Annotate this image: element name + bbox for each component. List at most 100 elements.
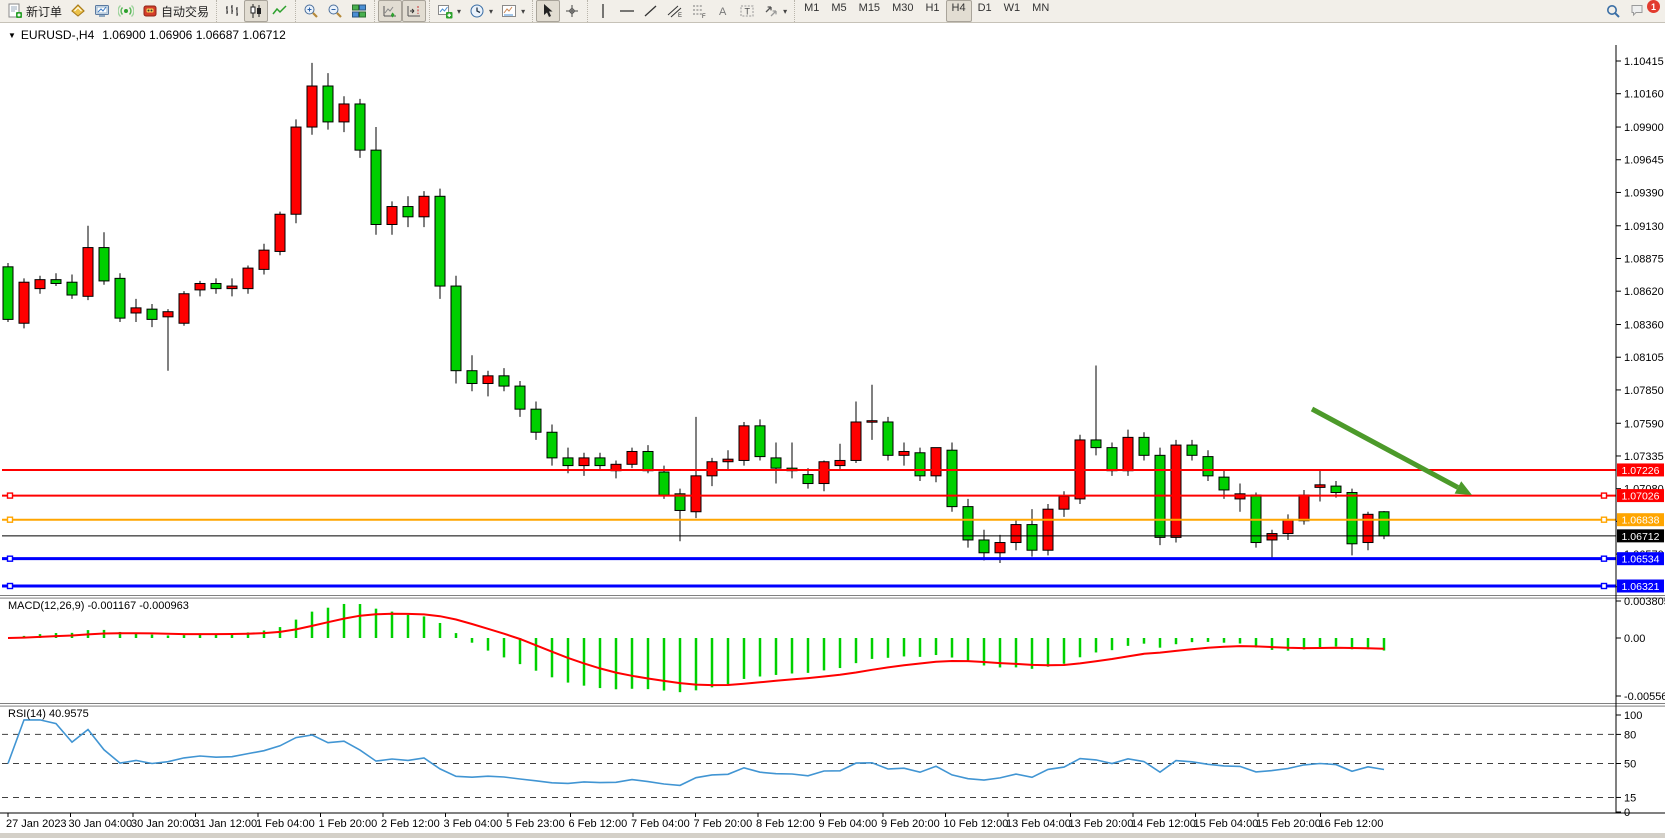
metaeditor-button[interactable] xyxy=(66,0,90,22)
periods-dropdown-caret: ▾ xyxy=(489,6,494,16)
line-anchor[interactable] xyxy=(1600,582,1608,590)
candle xyxy=(1090,439,1102,449)
autotrading-label: 自动交易 xyxy=(161,4,210,19)
candle xyxy=(930,447,942,477)
chart-menu-triangle-icon[interactable]: ▼ xyxy=(8,31,16,40)
candle xyxy=(1282,518,1294,535)
time-tick-label: 16 Feb 12:00 xyxy=(1319,818,1384,830)
timeframe-button-W1[interactable]: W1 xyxy=(1003,2,1021,14)
candle xyxy=(82,247,94,297)
candle xyxy=(18,281,30,324)
quote-ohlc-label: 1.06900 1.06906 1.06687 1.06712 xyxy=(102,28,286,42)
bar-chart-button[interactable] xyxy=(220,0,244,22)
line-anchor[interactable] xyxy=(1600,555,1608,562)
notification-badge: 1 xyxy=(1647,0,1660,13)
timeframe-button-M5[interactable]: M5 xyxy=(831,2,847,14)
arrows-button[interactable]: ▾ xyxy=(759,0,791,22)
line-anchor[interactable] xyxy=(6,555,14,562)
candle xyxy=(994,542,1006,554)
candle xyxy=(1058,495,1070,510)
price-tag-label: 1.07026 xyxy=(1622,491,1660,503)
candle xyxy=(498,375,510,387)
candle xyxy=(898,450,910,456)
rsi-tick-label: 0 xyxy=(1624,807,1630,819)
text-label-button[interactable]: T xyxy=(735,0,759,22)
toolbar-group-trade: 新订单 自动交易 xyxy=(0,0,216,22)
line-anchor[interactable] xyxy=(1600,492,1608,499)
candle xyxy=(738,425,750,461)
rsi-value: 40.9575 xyxy=(48,708,89,720)
chart-canvas[interactable]: 1.10415 1.10160 1.09900 1.09645 1.09390 1.091… xyxy=(0,23,1665,833)
line-anchor[interactable] xyxy=(6,582,14,590)
candle xyxy=(402,206,414,218)
equidistant-channel-button[interactable]: E xyxy=(663,0,687,22)
autotrading-button[interactable]: 自动交易 xyxy=(138,0,213,22)
periods-button[interactable]: ▾ xyxy=(465,0,497,22)
candle xyxy=(306,85,318,128)
svg-text:T: T xyxy=(745,7,751,17)
timeframe-button-M30[interactable]: M30 xyxy=(892,2,914,14)
candlestick-chart-button[interactable] xyxy=(244,0,269,22)
candle xyxy=(146,308,158,320)
chart-shift-button[interactable] xyxy=(402,0,427,22)
timeframe-button-MN[interactable]: MN xyxy=(1032,2,1050,14)
zoom-out-button[interactable] xyxy=(323,0,347,22)
timeframe-button-M1[interactable]: M1 xyxy=(804,2,820,14)
macd-tick-label: -0.005569 xyxy=(1624,691,1665,703)
signals-button[interactable] xyxy=(114,0,138,22)
candle xyxy=(642,450,654,472)
toolbar-group-objects: ▾ ▾ ▾ xyxy=(429,0,532,22)
notifications-button[interactable]: 1 xyxy=(1629,0,1660,22)
horizontal-line-button[interactable] xyxy=(615,0,639,22)
indicators-button[interactable]: ▾ xyxy=(433,0,465,22)
price-tick-label: 1.10160 xyxy=(1624,89,1664,101)
time-tick-label: 5 Feb 23:00 xyxy=(506,818,565,830)
search-button[interactable] xyxy=(1601,0,1625,22)
crosshair-button[interactable] xyxy=(560,0,584,22)
text-button[interactable]: A xyxy=(711,0,735,22)
candle xyxy=(1362,513,1374,544)
fibonacci-button[interactable]: F xyxy=(687,0,711,22)
line-anchor[interactable] xyxy=(6,492,14,499)
timeframe-button-D1[interactable]: D1 xyxy=(977,2,992,14)
auto-scroll-icon xyxy=(383,6,397,18)
timeframe-button-M15[interactable]: M15 xyxy=(858,2,881,14)
line-chart-button[interactable] xyxy=(268,0,292,22)
new-order-button[interactable]: 新订单 xyxy=(3,0,66,22)
templates-button[interactable]: ▾ xyxy=(497,0,529,22)
templates-icon xyxy=(502,5,517,17)
candle xyxy=(34,279,46,290)
vertical-line-button[interactable] xyxy=(591,0,615,22)
chart-title[interactable]: ▼ EURUSD-,H4 1.06900 1.06906 1.06687 1.067… xyxy=(8,28,286,42)
time-tick-label: 10 Feb 12:00 xyxy=(944,818,1009,830)
chart-window[interactable]: 1.10415 1.10160 1.09900 1.09645 1.09390 1.091… xyxy=(0,22,1665,833)
candle xyxy=(562,457,574,467)
time-tick-label: 3 Feb 04:00 xyxy=(444,818,503,830)
rsi-tick-label: 50 xyxy=(1624,759,1636,771)
macd-signal-line xyxy=(7,612,1385,687)
terminal-button[interactable] xyxy=(90,0,114,22)
new-order-label: 新订单 xyxy=(26,4,63,19)
candle xyxy=(210,282,222,290)
cursor-button[interactable] xyxy=(536,0,561,22)
auto-scroll-button[interactable] xyxy=(378,0,403,22)
line-anchor[interactable] xyxy=(1600,516,1608,523)
macd-tick-label: 0.003805 xyxy=(1624,596,1665,608)
line-anchor[interactable] xyxy=(6,516,14,523)
tile-windows-button[interactable] xyxy=(347,0,371,22)
price-tick-label: 1.08620 xyxy=(1624,286,1664,298)
trendline-button[interactable] xyxy=(639,0,663,22)
timeframe-button-H1[interactable]: H1 xyxy=(925,2,940,14)
candle xyxy=(130,307,142,314)
line-chart-icon xyxy=(272,5,287,15)
candle xyxy=(1378,511,1390,537)
rsi-name: RSI(14) xyxy=(8,708,46,720)
chart-shift-icon xyxy=(407,6,421,17)
candle xyxy=(594,457,606,467)
zoom-in-button[interactable] xyxy=(299,0,323,22)
autotrading-icon xyxy=(143,5,157,17)
timeframe-button-H4[interactable]: H4 xyxy=(945,0,972,22)
candle xyxy=(818,461,830,485)
candle xyxy=(114,277,126,319)
